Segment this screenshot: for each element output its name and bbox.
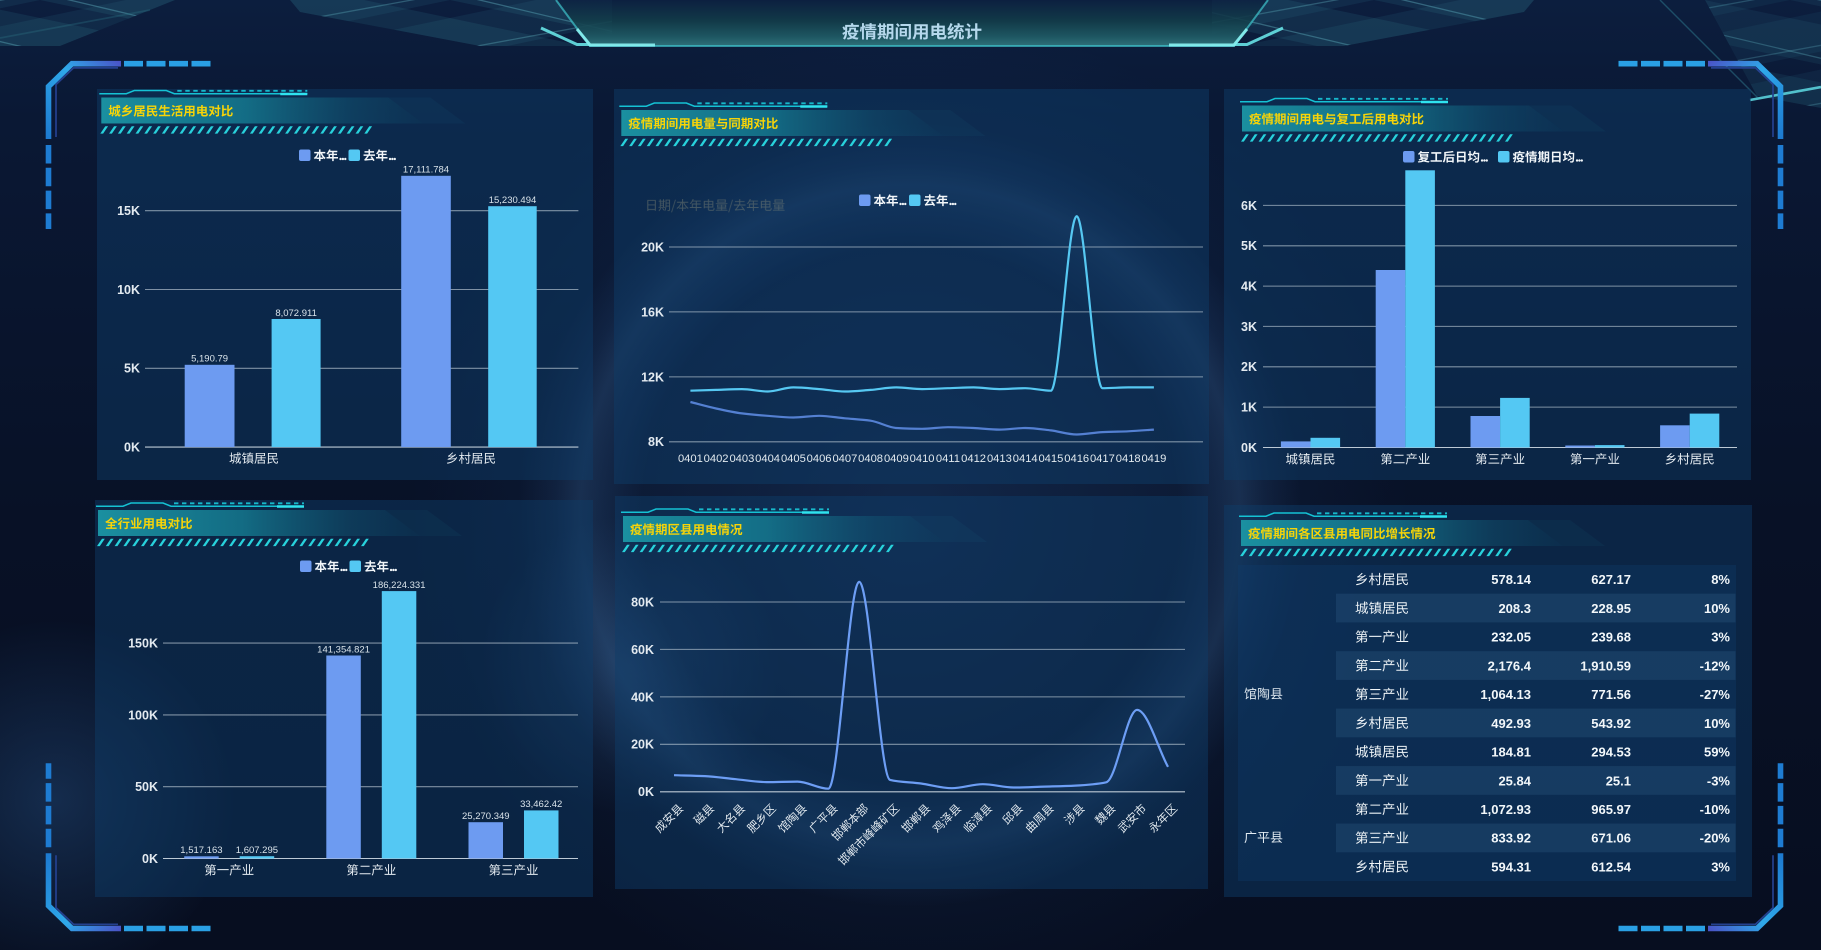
svg-text:10%: 10% [1704, 716, 1730, 731]
svg-text:0403: 0403 [729, 453, 754, 465]
svg-text:60K: 60K [631, 643, 654, 657]
svg-text:10%: 10% [1704, 601, 1730, 616]
svg-text:4K: 4K [1241, 280, 1257, 294]
svg-text:0K: 0K [142, 852, 158, 866]
svg-text:1,607.295: 1,607.295 [236, 845, 278, 856]
svg-text:1,064.13: 1,064.13 [1480, 687, 1531, 702]
svg-text:492.93: 492.93 [1491, 716, 1531, 731]
svg-text:0410: 0410 [910, 453, 935, 465]
svg-text:-20%: -20% [1700, 831, 1731, 846]
svg-text:100K: 100K [128, 708, 158, 722]
svg-text:627.17: 627.17 [1591, 572, 1631, 587]
svg-text:1K: 1K [1241, 401, 1257, 415]
svg-text:0402: 0402 [704, 453, 729, 465]
svg-text:25.1: 25.1 [1606, 773, 1631, 788]
svg-text:294.53: 294.53 [1591, 745, 1631, 760]
svg-text:15K: 15K [117, 204, 140, 218]
svg-text:8%: 8% [1711, 572, 1730, 587]
svg-text:0401: 0401 [678, 453, 703, 465]
svg-text:8,072.911: 8,072.911 [275, 308, 317, 319]
svg-text:50K: 50K [135, 780, 158, 794]
svg-text:15,230.494: 15,230.494 [489, 195, 537, 206]
svg-text:5K: 5K [1241, 239, 1257, 253]
svg-text:0K: 0K [1241, 441, 1257, 455]
svg-text:20K: 20K [641, 240, 664, 254]
svg-text:0409: 0409 [884, 453, 909, 465]
svg-text:0411: 0411 [936, 453, 960, 465]
svg-text:0419: 0419 [1141, 453, 1166, 465]
svg-text:578.14: 578.14 [1491, 572, 1532, 587]
svg-text:0405: 0405 [781, 453, 806, 465]
svg-text:0406: 0406 [807, 453, 832, 465]
svg-text:0404: 0404 [755, 453, 780, 465]
svg-text:6K: 6K [1241, 199, 1257, 213]
svg-text:0416: 0416 [1064, 453, 1089, 465]
svg-text:59%: 59% [1704, 745, 1730, 760]
svg-text:1,910.59: 1,910.59 [1580, 658, 1631, 673]
svg-text:25.84: 25.84 [1498, 773, 1531, 788]
svg-text:2K: 2K [1241, 360, 1257, 374]
svg-text:40K: 40K [631, 690, 654, 704]
svg-text:239.68: 239.68 [1591, 630, 1631, 645]
svg-text:0K: 0K [124, 441, 140, 455]
svg-text:33,462.42: 33,462.42 [520, 799, 562, 810]
svg-text:1,517.163: 1,517.163 [180, 845, 222, 856]
svg-text:1,072.93: 1,072.93 [1480, 802, 1531, 817]
svg-text:150K: 150K [128, 637, 158, 651]
svg-text:232.05: 232.05 [1491, 630, 1531, 645]
svg-text:-10%: -10% [1700, 802, 1731, 817]
svg-text:5,190.79: 5,190.79 [191, 354, 228, 365]
svg-text:771.56: 771.56 [1591, 687, 1631, 702]
svg-text:0408: 0408 [858, 453, 883, 465]
svg-text:8K: 8K [648, 435, 664, 449]
svg-text:594.31: 594.31 [1491, 860, 1531, 875]
svg-text:0413: 0413 [987, 453, 1012, 465]
svg-text:0407: 0407 [832, 453, 857, 465]
svg-text:208.3: 208.3 [1498, 601, 1531, 616]
svg-text:2,176.4: 2,176.4 [1488, 658, 1532, 673]
svg-text:671.06: 671.06 [1591, 831, 1631, 846]
svg-text:12K: 12K [641, 370, 664, 384]
svg-text:-27%: -27% [1700, 687, 1731, 702]
svg-text:-12%: -12% [1700, 658, 1731, 673]
svg-text:186,224.331: 186,224.331 [373, 580, 426, 591]
svg-text:0412: 0412 [961, 453, 986, 465]
svg-text:184.81: 184.81 [1491, 745, 1531, 760]
svg-text:0417: 0417 [1090, 453, 1115, 465]
svg-text:80K: 80K [631, 595, 654, 609]
svg-text:228.95: 228.95 [1591, 601, 1631, 616]
svg-text:965.97: 965.97 [1591, 802, 1631, 817]
svg-text:3%: 3% [1711, 860, 1730, 875]
svg-text:0K: 0K [638, 785, 654, 799]
svg-text:3K: 3K [1241, 320, 1257, 334]
svg-text:612.54: 612.54 [1591, 860, 1632, 875]
svg-text:5K: 5K [124, 362, 140, 376]
svg-text:16K: 16K [641, 305, 664, 319]
svg-text:3%: 3% [1711, 630, 1730, 645]
svg-text:543.92: 543.92 [1591, 716, 1631, 731]
svg-text:10K: 10K [117, 283, 140, 297]
svg-text:0418: 0418 [1116, 453, 1141, 465]
svg-text:0414: 0414 [1013, 453, 1038, 465]
svg-text:0415: 0415 [1038, 453, 1063, 465]
svg-text:20K: 20K [631, 738, 654, 752]
svg-text:17,111.784: 17,111.784 [403, 165, 449, 176]
svg-text:833.92: 833.92 [1491, 831, 1531, 846]
svg-text:-3%: -3% [1707, 773, 1731, 788]
svg-text:25,270.349: 25,270.349 [462, 811, 510, 822]
svg-text:141,354.821: 141,354.821 [317, 644, 370, 655]
